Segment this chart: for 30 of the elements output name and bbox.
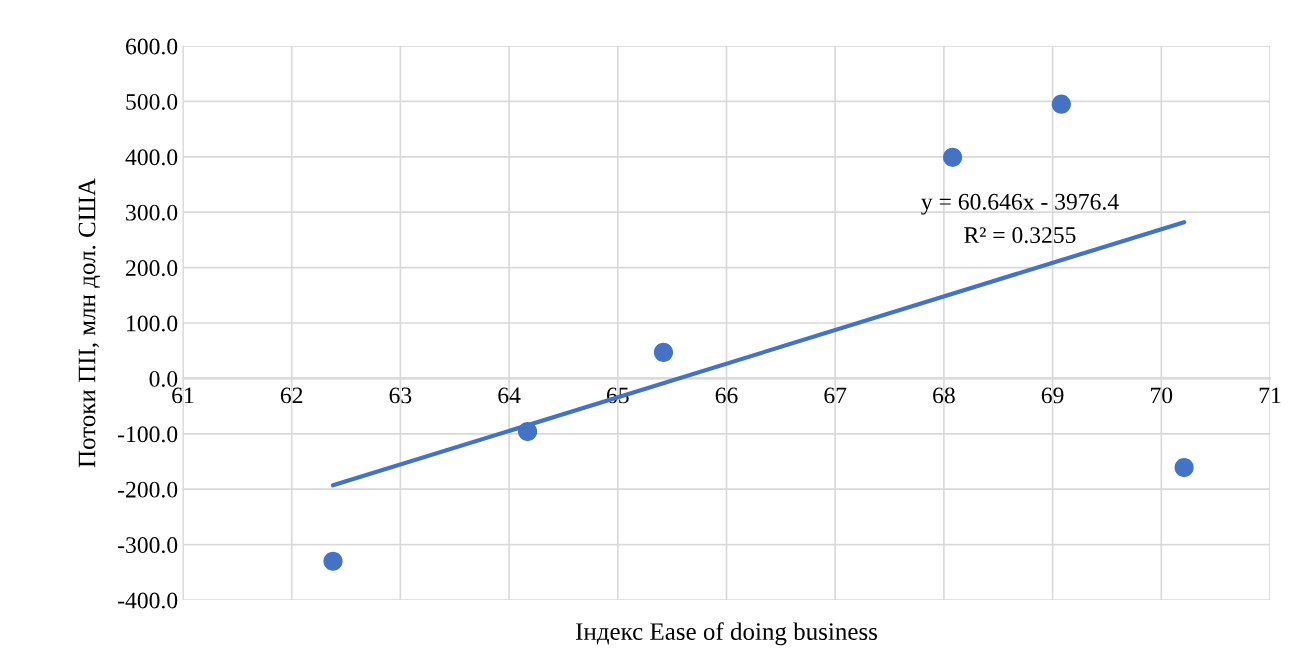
x-tick-label: 62 [280, 387, 303, 404]
x-tick-label: 68 [933, 387, 955, 404]
y-tick-label: 0.0 [149, 370, 178, 387]
annotation: y = 60.646x - 3976.4 [921, 193, 1119, 215]
x-tick-label: 66 [715, 387, 738, 404]
y-tick-label: 100.0 [127, 315, 178, 332]
x-tick-label: 61 [172, 387, 194, 404]
point [943, 147, 963, 167]
y-tick-label: -100.0 [118, 426, 178, 443]
y-tick-label: 200.0 [126, 260, 178, 277]
x-axis-title: Індекс Ease of doing business [575, 622, 878, 646]
y-tick-label: -400.0 [118, 592, 178, 609]
y-tick-label: -200.0 [118, 481, 178, 498]
x-tick-label: 64 [498, 387, 521, 404]
point [1174, 458, 1194, 478]
y-tick-label: 500.0 [126, 93, 178, 110]
point [653, 342, 674, 362]
annotation: R² = 0.3255 [964, 227, 1076, 244]
y-tick-label: 400.0 [125, 149, 178, 166]
x-tick-label: 71 [1259, 387, 1281, 404]
x-tick-label: 69 [1041, 387, 1064, 404]
point [1051, 94, 1071, 114]
point [323, 551, 343, 571]
x-tick-label: 67 [824, 387, 847, 404]
y-tick-label: -300.0 [118, 537, 178, 554]
x-tick-label: 70 [1151, 387, 1173, 404]
y-axis-title: Потоки ПІІ, млн дол. США [78, 178, 100, 468]
x-tick-label: 63 [389, 387, 412, 404]
y-tick-label: 300.0 [126, 204, 178, 221]
y-tick-label: 600.0 [126, 38, 178, 55]
